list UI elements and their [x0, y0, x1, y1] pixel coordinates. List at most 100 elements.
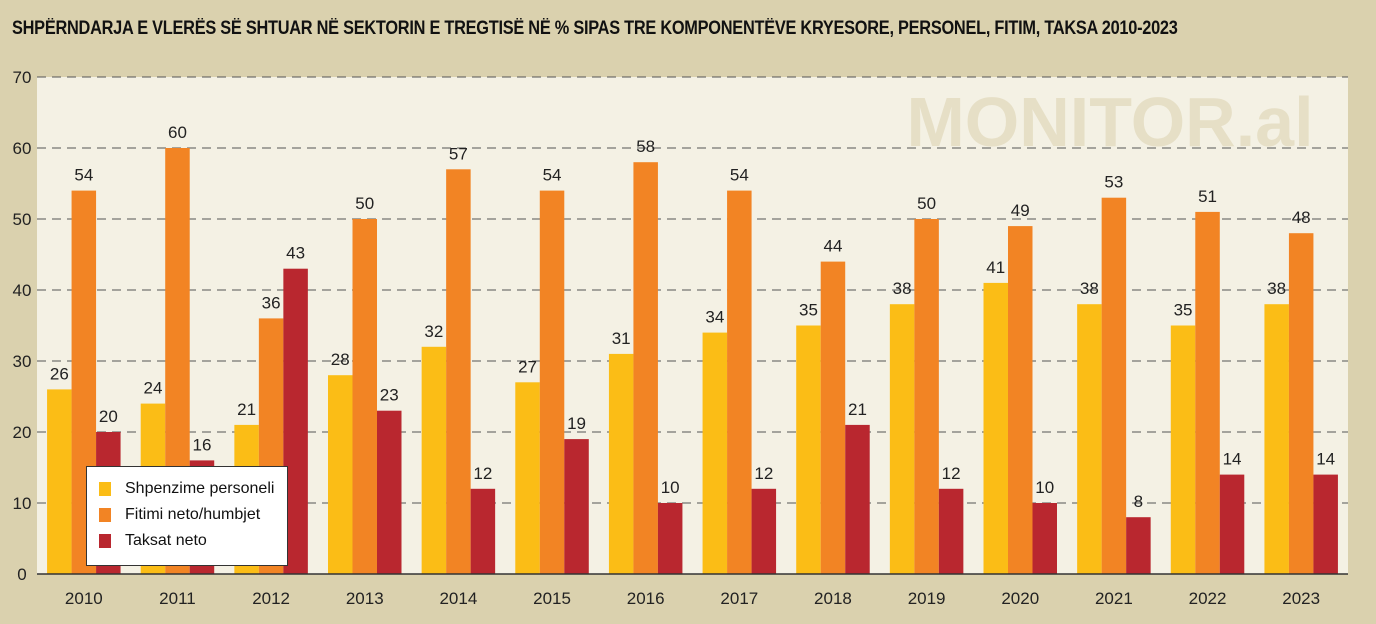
data-label: 10 [1035, 478, 1054, 497]
data-label: 19 [567, 414, 586, 433]
bar-2018-3 [845, 424, 870, 574]
data-label: 50 [355, 194, 374, 213]
legend-swatch [99, 534, 111, 548]
x-tick-label: 2022 [1189, 589, 1227, 608]
data-label: 58 [636, 137, 655, 156]
x-tick-label: 2021 [1095, 589, 1133, 608]
data-label: 43 [286, 244, 305, 263]
data-label: 32 [424, 322, 443, 341]
data-label: 60 [168, 123, 187, 142]
data-label: 21 [237, 400, 256, 419]
legend-label: Shpenzime personeli [125, 480, 275, 497]
data-label: 38 [1080, 279, 1099, 298]
legend-item: Fitimi neto/humbjet [99, 502, 287, 528]
bar-2017-1 [702, 332, 728, 574]
bar-2015-2 [539, 190, 565, 574]
bar-2017-2 [727, 190, 752, 574]
data-label: 12 [754, 464, 773, 483]
bar-2019-1 [889, 304, 915, 574]
y-tick-label: 10 [13, 494, 32, 513]
data-label: 34 [705, 308, 724, 327]
bar-2022-3 [1219, 474, 1245, 574]
bar-2022-2 [1195, 211, 1220, 574]
data-label: 36 [262, 293, 281, 312]
data-label: 20 [99, 407, 118, 426]
bar-2016-3 [657, 503, 683, 574]
data-label: 48 [1292, 208, 1311, 227]
y-tick-label: 60 [13, 139, 32, 158]
x-tick-label: 2014 [439, 589, 477, 608]
data-label: 12 [942, 464, 961, 483]
data-label: 10 [661, 478, 680, 497]
bar-2015-1 [515, 382, 540, 574]
bar-2023-1 [1264, 304, 1289, 574]
data-label: 54 [74, 166, 93, 185]
y-tick-label: 20 [13, 423, 32, 442]
data-label: 16 [193, 435, 212, 454]
bar-2020-1 [983, 282, 1008, 574]
y-tick-label: 70 [13, 68, 32, 87]
data-label: 26 [50, 364, 69, 383]
bar-2020-3 [1032, 503, 1057, 574]
bar-2022-1 [1170, 325, 1196, 574]
bar-2013-1 [328, 375, 353, 574]
bar-2016-1 [608, 353, 634, 574]
legend-swatch [99, 508, 111, 522]
chart-title: SHPËRNDARJA E VLERËS SË SHTUAR NË SEKTOR… [12, 18, 1178, 39]
x-tick-label: 2017 [720, 589, 758, 608]
bar-2015-3 [564, 439, 589, 574]
y-tick-label: 50 [13, 210, 32, 229]
data-label: 28 [331, 350, 350, 369]
y-tick-label: 0 [17, 565, 26, 584]
data-label: 23 [380, 386, 399, 405]
data-label: 35 [799, 301, 818, 320]
bar-2013-3 [377, 410, 402, 574]
data-label: 57 [449, 144, 468, 163]
data-label: 35 [1174, 301, 1193, 320]
bar-2023-2 [1288, 233, 1314, 574]
data-label: 21 [848, 400, 867, 419]
data-label: 38 [893, 279, 912, 298]
data-label: 51 [1198, 187, 1217, 206]
data-label: 41 [986, 258, 1005, 277]
data-label: 27 [518, 357, 537, 376]
bar-2013-2 [352, 219, 377, 574]
bar-2010-1 [47, 389, 72, 574]
x-tick-label: 2018 [814, 589, 852, 608]
x-tick-label: 2020 [1001, 589, 1039, 608]
x-tick-label: 2016 [627, 589, 665, 608]
legend-item: Shpenzime personeli [99, 476, 287, 502]
bar-2018-2 [820, 261, 846, 574]
data-label: 50 [917, 194, 936, 213]
bar-2021-2 [1101, 197, 1127, 574]
data-label: 31 [612, 329, 631, 348]
x-tick-label: 2013 [346, 589, 384, 608]
y-tick-label: 30 [13, 352, 32, 371]
bar-2023-3 [1313, 474, 1338, 574]
x-tick-label: 2019 [908, 589, 946, 608]
legend: Shpenzime personeli Fitimi neto/humbjet Ta… [86, 466, 288, 566]
data-label: 44 [824, 237, 843, 256]
legend-item: Taksat neto [99, 528, 287, 554]
bar-2021-1 [1077, 304, 1102, 574]
x-tick-label: 2011 [159, 589, 196, 608]
bar-2016-2 [633, 162, 658, 574]
data-label: 24 [144, 379, 163, 398]
data-label: 54 [730, 166, 749, 185]
data-label: 49 [1011, 201, 1030, 220]
bar-2018-1 [796, 325, 821, 574]
bar-2019-3 [938, 488, 964, 574]
x-tick-label: 2015 [533, 589, 571, 608]
bar-2021-3 [1126, 517, 1151, 574]
bar-2017-3 [751, 488, 777, 574]
bar-2014-2 [446, 169, 471, 575]
legend-label: Fitimi neto/humbjet [125, 506, 261, 523]
data-label: 38 [1267, 279, 1286, 298]
x-tick-label: 2012 [252, 589, 290, 608]
bar-2020-2 [1008, 226, 1033, 574]
data-label: 54 [543, 166, 562, 185]
watermark: MONITOR.al [906, 83, 1313, 161]
data-label: 14 [1223, 450, 1242, 469]
x-tick-label: 2010 [65, 589, 103, 608]
